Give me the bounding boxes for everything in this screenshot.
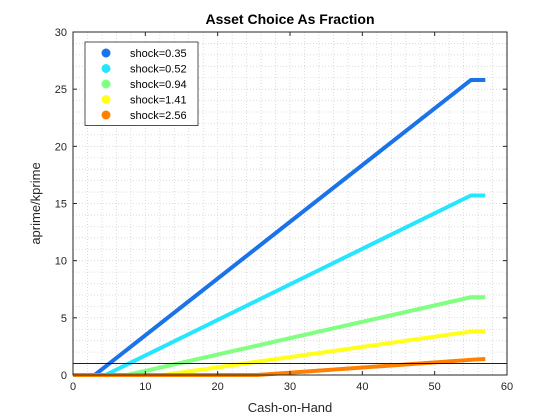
y-tick-label: 25 (55, 84, 67, 96)
y-tick-label: 5 (61, 313, 67, 325)
y-axis-label: aprime/kprime (28, 162, 43, 244)
legend-marker (101, 110, 111, 120)
legend-marker (101, 48, 111, 58)
legend-label: shock=1.41 (130, 95, 187, 107)
legend-marker (101, 64, 111, 73)
x-tick-label: 10 (139, 381, 151, 393)
legend-marker (101, 79, 111, 89)
x-tick-label: 20 (212, 381, 224, 393)
legend-marker (101, 95, 111, 104)
chart-title: Asset Choice As Fraction (205, 11, 374, 27)
y-tick-label: 20 (55, 141, 67, 153)
x-tick-label: 0 (70, 381, 76, 393)
ticks: 0 10 20 30 40 50 60 0 5 10 15 20 25 30 (55, 27, 513, 393)
x-tick-label: 50 (429, 381, 441, 393)
x-axis-label: Cash-on-Hand (248, 400, 333, 415)
x-tick-label: 40 (356, 381, 368, 393)
x-tick-label: 60 (501, 381, 513, 393)
legend-label: shock=0.52 (130, 64, 187, 76)
y-tick-label: 30 (55, 27, 67, 39)
y-tick-label: 10 (55, 256, 67, 268)
x-tick-label: 30 (284, 381, 296, 393)
legend-label: shock=0.94 (130, 79, 187, 91)
legend: shock=0.35 shock=0.52 shock=0.94 shock=1.41… (84, 41, 199, 126)
legend-label: shock=0.35 (130, 48, 187, 60)
y-tick-label: 0 (61, 370, 67, 382)
y-tick-label: 15 (55, 199, 67, 211)
legend-label: shock=2.56 (130, 110, 187, 122)
